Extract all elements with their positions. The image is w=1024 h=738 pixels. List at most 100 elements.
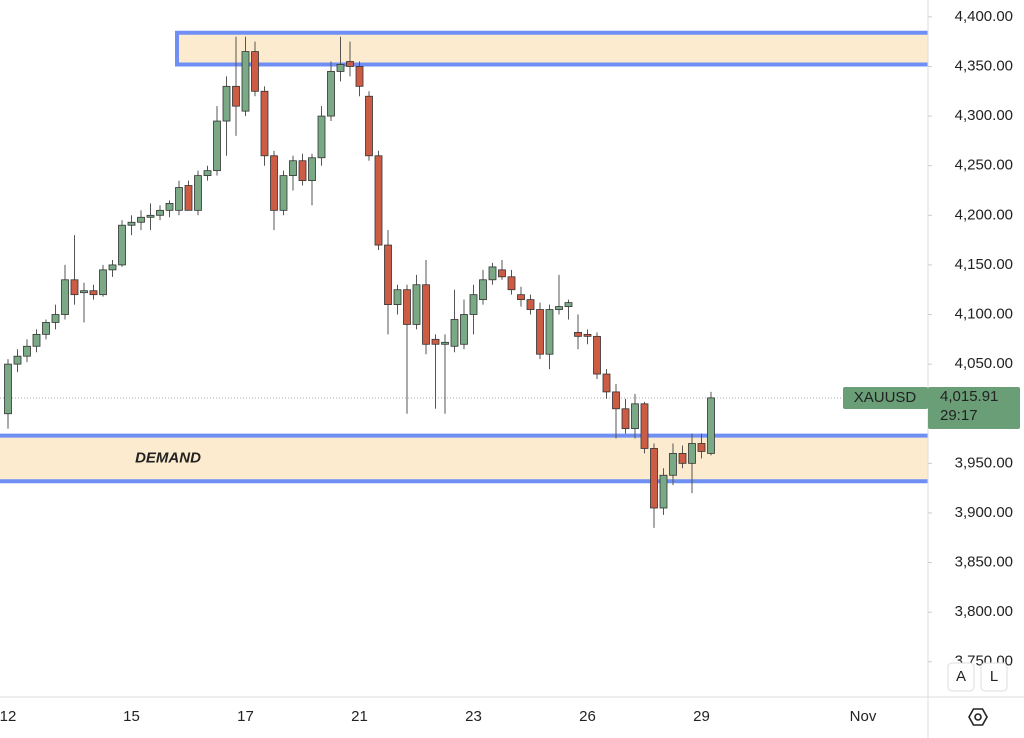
demand-zone	[0, 435, 928, 482]
y-tick-label: 3,800.00	[955, 603, 1013, 620]
candle-body	[507, 276, 516, 291]
y-tick-label: 4,300.00	[955, 107, 1013, 124]
candle-body	[241, 51, 250, 112]
candle-body	[697, 443, 706, 452]
candle-body	[517, 294, 525, 301]
candle-body	[355, 66, 364, 87]
x-tick-label: 23	[465, 708, 482, 725]
scale-button-label[interactable]: A	[956, 668, 966, 685]
candle-body	[374, 155, 383, 246]
candle-body	[118, 224, 126, 266]
candle-body	[165, 202, 174, 211]
candle-body	[640, 403, 649, 449]
candle-body	[80, 290, 88, 294]
candle-body	[431, 338, 440, 345]
candle-body	[678, 453, 687, 464]
candle-body	[555, 306, 563, 310]
y-tick-label: 4,200.00	[955, 206, 1013, 223]
candle-body	[412, 284, 421, 325]
candle-body	[545, 309, 554, 355]
candle-body	[488, 266, 497, 281]
supply-zone	[175, 30, 928, 67]
candle-body	[564, 302, 573, 307]
plot-area: DEMAND	[0, 30, 928, 528]
price-label: 4,015.91	[940, 388, 998, 405]
candle-body	[384, 244, 392, 305]
y-tick-label: 4,250.00	[955, 157, 1013, 174]
candle-body	[308, 157, 316, 181]
candle-body	[4, 363, 12, 415]
x-tick-label: Nov	[850, 708, 877, 725]
countdown-label: 29:17	[940, 407, 978, 424]
candle-body	[251, 51, 259, 92]
price-badge	[928, 386, 1020, 429]
candle-body	[232, 85, 240, 107]
candle-body	[108, 264, 117, 271]
candle-body	[222, 85, 231, 122]
scale-button[interactable]	[947, 662, 975, 692]
candle-body	[260, 90, 269, 157]
candle-body	[650, 448, 658, 509]
y-tick-label: 4,050.00	[955, 355, 1013, 372]
candle-body	[659, 474, 668, 509]
candle-body	[289, 160, 297, 177]
zone-label: DEMAND	[135, 449, 201, 466]
candle-body	[13, 355, 22, 365]
candle-body	[175, 187, 183, 211]
candle-body	[61, 279, 69, 315]
candle-body	[184, 185, 193, 211]
candle-body	[327, 71, 335, 117]
y-tick-label: 3,950.00	[955, 454, 1013, 471]
y-tick-label: 4,350.00	[955, 57, 1013, 74]
candle-body	[203, 170, 212, 177]
candle-body	[99, 269, 107, 296]
candle-body	[89, 290, 98, 296]
candle-body	[137, 216, 145, 223]
candle-body	[156, 209, 164, 216]
candle-body	[393, 289, 402, 305]
y-tick-label: 3,850.00	[955, 554, 1013, 571]
candle-body	[707, 397, 715, 454]
candle-body	[688, 443, 696, 464]
y-tick-label: 4,100.00	[955, 305, 1013, 322]
candle-body	[422, 284, 430, 345]
x-tick-label: 21	[351, 708, 368, 725]
candle-body	[127, 221, 136, 226]
x-tick-label: 29	[693, 708, 710, 725]
candle-body	[469, 294, 478, 315]
candle-body	[593, 335, 601, 375]
candle-body	[70, 279, 79, 296]
candle-body	[621, 408, 630, 430]
candle-body	[51, 314, 60, 323]
candle-body	[270, 155, 278, 211]
candle-body	[365, 95, 373, 157]
symbol-label: XAUUSD	[854, 389, 917, 406]
candle-body	[32, 333, 41, 347]
scale-button-label[interactable]: L	[990, 668, 998, 685]
candle-body	[602, 373, 611, 393]
candle-body	[536, 309, 544, 355]
y-tick-label: 3,900.00	[955, 504, 1013, 521]
candle-body	[146, 214, 155, 218]
x-tick-label: 12	[0, 708, 16, 725]
candle-body	[346, 61, 354, 67]
candle-body	[583, 333, 592, 337]
x-tick-label: 15	[123, 708, 140, 725]
candle-body	[479, 279, 487, 301]
scale-button[interactable]	[980, 662, 1008, 692]
x-tick-label: 26	[579, 708, 596, 725]
y-tick-label: 4,150.00	[955, 256, 1013, 273]
candle-body	[336, 64, 345, 72]
candle-body	[526, 299, 535, 310]
candle-body	[317, 115, 326, 159]
candle-body	[213, 120, 221, 172]
y-tick-label: 4,400.00	[955, 8, 1013, 25]
candle-body	[298, 160, 307, 181]
settings-button[interactable]	[968, 708, 988, 726]
candle-body	[42, 322, 50, 335]
candle-body	[460, 314, 468, 345]
x-tick-label: 17	[237, 708, 254, 725]
candle-body	[498, 269, 506, 278]
candle-body	[669, 453, 677, 476]
